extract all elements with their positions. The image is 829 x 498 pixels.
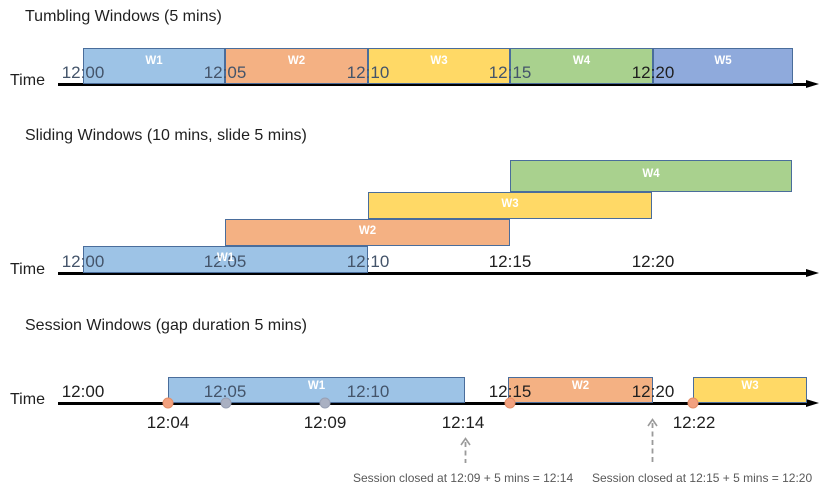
tick-label: 12:05: [203, 382, 247, 401]
tick-label: 12:00: [61, 382, 105, 401]
window-box-w1: [168, 377, 465, 403]
time-axis-label: Time: [10, 261, 45, 278]
event-dot: [319, 397, 331, 409]
tick-label: 12:10: [346, 382, 390, 401]
annotation-arrow-icon: [646, 418, 659, 469]
window-box-w3: [368, 192, 652, 219]
tick-label: 12:20: [631, 382, 675, 401]
window-box-w3: [693, 377, 807, 403]
window-label: W1: [307, 380, 326, 392]
tick-label: 12:10: [346, 252, 390, 271]
section-title-sliding: Sliding Windows (10 mins, slide 5 mins): [25, 127, 307, 144]
section-title-tumbling: Tumbling Windows (5 mins): [25, 8, 222, 25]
event-dot: [220, 397, 232, 409]
window-label: W1: [216, 251, 235, 264]
time-axis-label: Time: [10, 391, 45, 408]
timeline-arrowhead-icon: [806, 79, 819, 88]
window-box-w2: [225, 48, 368, 84]
annotation-arrow-icon: [459, 437, 472, 469]
event-dot: [687, 397, 699, 409]
window-box-w1: [83, 48, 225, 84]
event-time-label: 12:14: [441, 413, 485, 432]
timeline: [58, 272, 806, 275]
window-label: W4: [642, 168, 660, 180]
window-box-w2: [508, 377, 653, 403]
section-title-session: Session Windows (gap duration 5 mins): [25, 317, 307, 334]
window-label: W2: [287, 55, 306, 67]
tick-label: 12:00: [61, 63, 105, 82]
timeline: [58, 83, 806, 86]
tick-label: 12:20: [631, 63, 675, 82]
timeline: [58, 402, 806, 405]
event-time-label: 12:22: [672, 413, 716, 432]
window-label: W4: [572, 55, 591, 67]
annotation-text: Session closed at 12:15 + 5 mins = 12:20: [592, 471, 813, 485]
tick-label: 12:15: [488, 252, 532, 271]
tick-label: 12:00: [61, 252, 105, 271]
event-time-label: 12:04: [146, 413, 190, 432]
tick-label: 12:05: [203, 63, 247, 82]
window-box-w4: [510, 160, 792, 192]
tick-label: 12:15: [488, 63, 532, 82]
window-label: W2: [358, 224, 377, 237]
window-box-w2: [225, 219, 510, 246]
annotation-text: Session closed at 12:09 + 5 mins = 12:14: [353, 471, 574, 485]
tick-label: 12:15: [488, 382, 532, 401]
tick-label: 12:05: [203, 252, 247, 271]
window-box-w1: [83, 246, 368, 273]
window-box-w3: [368, 48, 510, 84]
window-label: W2: [571, 380, 590, 392]
window-label: W1: [145, 55, 163, 67]
timeline-arrowhead-icon: [806, 268, 819, 277]
tick-label: 12:20: [631, 252, 675, 271]
window-label: W3: [501, 197, 519, 210]
event-dot: [504, 397, 516, 409]
event-dot: [162, 397, 174, 409]
window-label: W5: [714, 55, 732, 67]
time-axis-label: Time: [10, 72, 45, 89]
window-label: W3: [741, 380, 759, 392]
tick-label: 12:10: [346, 63, 390, 82]
timeline-arrowhead-icon: [806, 398, 819, 407]
window-label: W3: [430, 55, 448, 67]
event-time-label: 12:09: [303, 413, 347, 432]
window-box-w5: [653, 48, 793, 84]
window-box-w4: [510, 48, 653, 84]
